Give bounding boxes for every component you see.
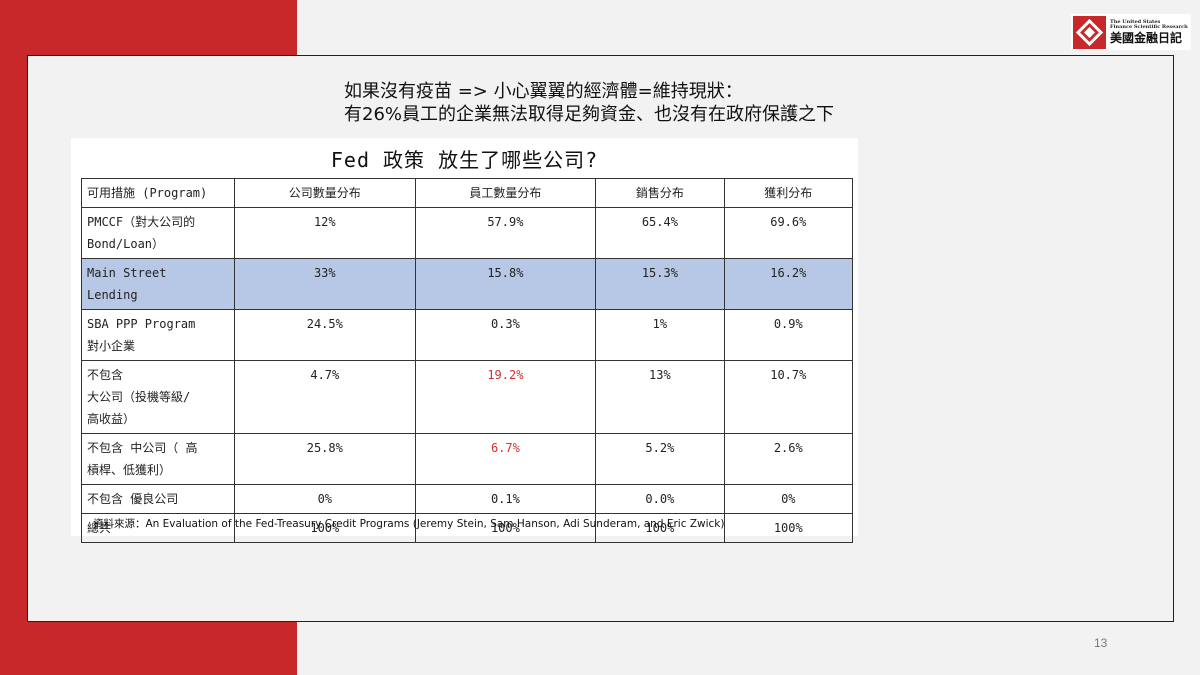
table-cell: 15.3% bbox=[595, 258, 725, 310]
source-citation: 資料來源：An Evaluation of the Fed-Treasury C… bbox=[93, 518, 725, 530]
table-header-row: 可用措施 (Program) 公司數量分布 員工數量分布 銷售分布 獲利分布 bbox=[81, 178, 854, 208]
header-sales: 銷售分布 bbox=[595, 178, 725, 208]
table-cell: 1% bbox=[595, 309, 725, 361]
table-cell: 100% bbox=[723, 513, 854, 543]
table-row: PMCCF（對大公司的 Bond/Loan） 12% 57.9% 65.4% 6… bbox=[81, 207, 854, 259]
table-cell: 12% bbox=[234, 207, 416, 259]
table-cell: 57.9% bbox=[414, 207, 597, 259]
fed-program-table: 可用措施 (Program) 公司數量分布 員工數量分布 銷售分布 獲利分布 P… bbox=[81, 178, 854, 543]
table-cell: 24.5% bbox=[234, 309, 416, 361]
headline-line-1: 如果沒有疫苗 => 小心翼翼的經濟體=維持現狀： bbox=[344, 81, 743, 102]
slide-headline: 如果沒有疫苗 => 小心翼翼的經濟體=維持現狀： 有26%員工的企業無法取得足夠… bbox=[344, 80, 834, 126]
table-cell: 4.7% bbox=[234, 360, 416, 434]
table-cell: 10.7% bbox=[723, 360, 854, 434]
table-cell: 2.6% bbox=[723, 433, 854, 485]
table-row-total: 總共 100% 100% 100% 100% bbox=[81, 513, 854, 543]
table-cell-emphasized: 6.7% bbox=[414, 433, 597, 485]
table-cell: 100% bbox=[234, 513, 416, 543]
table-cell: 0.9% bbox=[723, 309, 854, 361]
page-number: 13 bbox=[1094, 636, 1108, 650]
embedded-table-figure: Fed 政策 放生了哪些公司? 可用措施 (Program) 公司數量分布 員工… bbox=[71, 138, 858, 543]
table-row: 不包含 大公司（投機等級/ 高收益） 4.7% 19.2% 13% 10.7% bbox=[81, 360, 854, 434]
row-label: 不包含 大公司（投機等級/ 高收益） bbox=[81, 360, 235, 434]
header-employee-count: 員工數量分布 bbox=[414, 178, 597, 208]
logo-english-line-1: The United States bbox=[1110, 19, 1161, 25]
table-cell: 100% bbox=[595, 513, 725, 543]
table-cell: 16.2% bbox=[723, 258, 854, 310]
table-cell: 25.8% bbox=[234, 433, 416, 485]
table-cell: 100% bbox=[414, 513, 597, 543]
table-row-highlighted: Main Street Lending 33% 15.8% 15.3% 16.2… bbox=[81, 258, 854, 310]
row-label: 總共 bbox=[81, 513, 235, 543]
table-cell: 15.8% bbox=[414, 258, 597, 310]
logo-chinese-name: 美國金融日記 bbox=[1110, 31, 1183, 45]
table-cell: 33% bbox=[234, 258, 416, 310]
table-cell: 5.2% bbox=[595, 433, 725, 485]
row-label: SBA PPP Program 對小企業 bbox=[81, 309, 235, 361]
table-cell: 0.1% bbox=[414, 484, 597, 514]
table-cell: 0.0% bbox=[595, 484, 725, 514]
table-row: SBA PPP Program 對小企業 24.5% 0.3% 1% 0.9% bbox=[81, 309, 854, 361]
table-row: 不包含 優良公司 0% 0.1% 0.0% 0% bbox=[81, 484, 854, 514]
header-profit: 獲利分布 bbox=[723, 178, 854, 208]
figure-title: Fed 政策 放生了哪些公司? bbox=[330, 148, 599, 172]
table-row: 不包含 中公司（ 高 槓桿、低獲利） 25.8% 6.7% 5.2% 2.6% bbox=[81, 433, 854, 485]
table-cell: 0.3% bbox=[414, 309, 597, 361]
table-cell: 13% bbox=[595, 360, 725, 434]
header-company-count: 公司數量分布 bbox=[234, 178, 416, 208]
logo-mark-icon bbox=[1073, 15, 1106, 49]
headline-line-2: 有26%員工的企業無法取得足夠資金、也沒有在政府保護之下 bbox=[344, 104, 835, 125]
table-cell: 0% bbox=[723, 484, 854, 514]
row-label: 不包含 中公司（ 高 槓桿、低獲利） bbox=[81, 433, 235, 485]
logo: The United States Finance Scientific Res… bbox=[1071, 14, 1191, 50]
logo-english-line-2: Finance Scientific Research bbox=[1110, 24, 1188, 30]
table-cell: 65.4% bbox=[595, 207, 725, 259]
table-cell-emphasized: 19.2% bbox=[414, 360, 597, 434]
row-label: Main Street Lending bbox=[81, 258, 235, 310]
header-program: 可用措施 (Program) bbox=[81, 178, 235, 208]
row-label: 不包含 優良公司 bbox=[81, 484, 235, 514]
table-cell: 0% bbox=[234, 484, 416, 514]
row-label: PMCCF（對大公司的 Bond/Loan） bbox=[81, 207, 235, 259]
table-cell: 69.6% bbox=[723, 207, 854, 259]
